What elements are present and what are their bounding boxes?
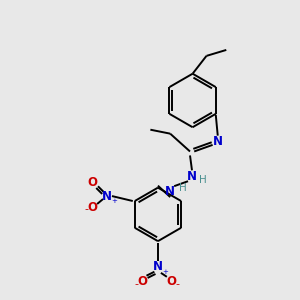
Text: +: + bbox=[111, 198, 117, 204]
Text: N: N bbox=[187, 170, 197, 183]
Text: -: - bbox=[176, 279, 180, 289]
Text: O: O bbox=[87, 202, 97, 214]
Text: -: - bbox=[84, 204, 88, 214]
Text: H: H bbox=[179, 183, 187, 193]
Text: H: H bbox=[199, 175, 207, 185]
Text: O: O bbox=[167, 275, 177, 288]
Text: N: N bbox=[153, 260, 163, 273]
Text: N: N bbox=[165, 184, 175, 198]
Text: N: N bbox=[102, 190, 112, 202]
Text: O: O bbox=[87, 176, 97, 189]
Text: O: O bbox=[137, 275, 147, 288]
Text: +: + bbox=[162, 269, 168, 275]
Text: -: - bbox=[134, 279, 138, 289]
Text: N: N bbox=[213, 135, 223, 148]
